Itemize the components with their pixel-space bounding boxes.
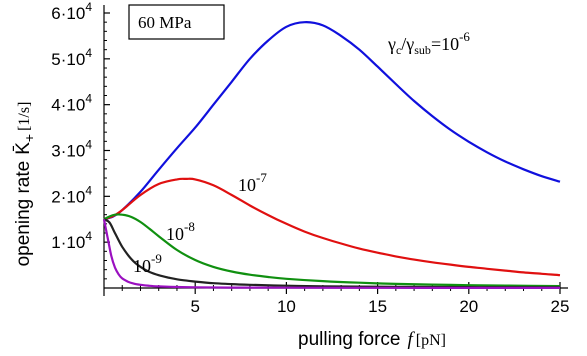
series-label-1: 10-7: [238, 170, 267, 195]
labels: 5 10 15 20 25 1·104 2·104 3·104 4·104 5·104 6·104 γ…: [51, 0, 569, 316]
x-axis-title: pulling force f [pN]: [298, 329, 446, 350]
annotation-text: 60 MPa: [138, 13, 192, 32]
series-line-0: [103, 21, 561, 221]
y-tick-label: 4·104: [51, 92, 92, 115]
y-tick-label: 1·104: [51, 229, 92, 252]
y-tick-label: 2·104: [51, 183, 92, 206]
curves: [102, 21, 561, 290]
x-tick-label: 20: [459, 297, 478, 316]
x-tick-label: 25: [551, 297, 570, 316]
series-label-2: 10-8: [166, 219, 195, 244]
y-tick-label: 6·104: [51, 0, 92, 23]
series-line-4: [102, 219, 560, 290]
x-tick-label: 5: [190, 297, 199, 316]
series-label-3: 10-9: [133, 251, 162, 276]
y-tick-label: 5·104: [51, 46, 92, 69]
y-axis-title: opening rateK̄+[1/s]: [13, 102, 37, 267]
series-line-2: [103, 213, 561, 288]
x-tick-label: 10: [277, 297, 296, 316]
x-tick-label: 15: [368, 297, 387, 316]
y-tick-label: 3·104: [51, 138, 92, 161]
series-line-1: [103, 177, 561, 277]
series-label-0: γc/γsub=10-6: [387, 29, 470, 57]
annotation-box: [128, 4, 225, 40]
